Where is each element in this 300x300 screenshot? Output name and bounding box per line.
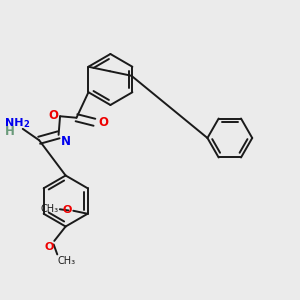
Text: CH₃: CH₃ (58, 256, 76, 266)
Text: 2: 2 (24, 120, 29, 129)
Text: O: O (63, 206, 72, 215)
Text: H: H (5, 125, 15, 138)
Text: O: O (98, 116, 108, 129)
Text: O: O (44, 242, 54, 252)
Text: NH: NH (5, 118, 23, 128)
Text: O: O (48, 109, 58, 122)
Text: CH₃: CH₃ (40, 204, 58, 214)
Text: N: N (61, 136, 71, 148)
